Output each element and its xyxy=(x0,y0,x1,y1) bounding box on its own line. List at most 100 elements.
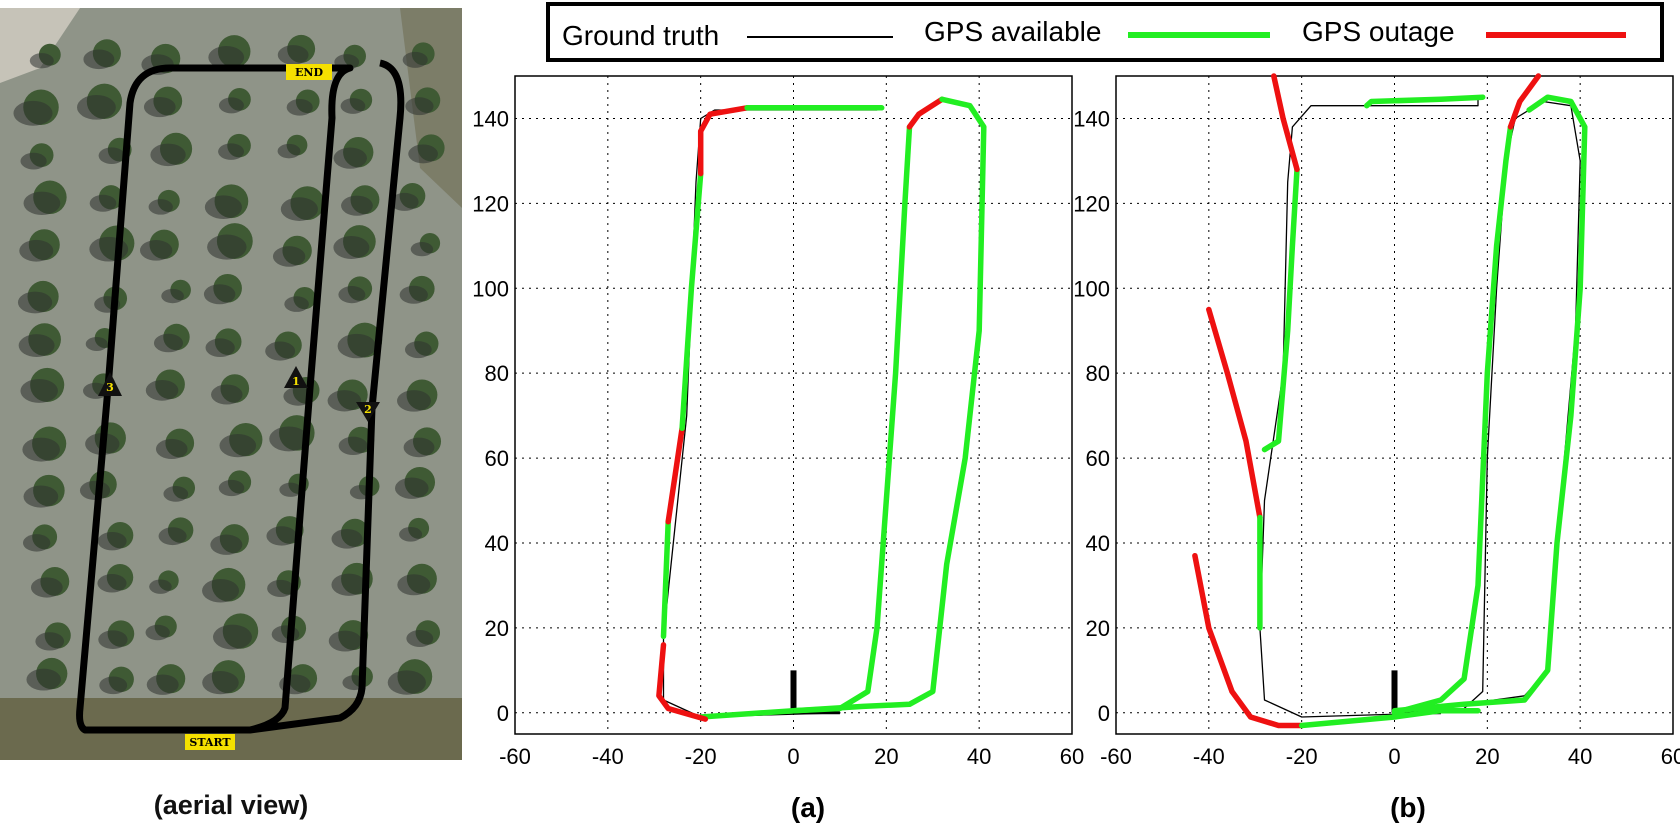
tree-shadow xyxy=(331,528,363,549)
series-gps-available xyxy=(790,96,987,714)
route-arrow-3-icon: 3 xyxy=(98,372,122,396)
tree-shadow xyxy=(266,526,297,546)
legend-swatch-gps-outage xyxy=(1486,32,1626,38)
tree-shadow xyxy=(212,624,252,650)
y-tick-label: 40 xyxy=(485,531,509,556)
tree-shadow xyxy=(163,486,189,502)
tree-shadow xyxy=(403,437,435,458)
tree-shadow xyxy=(30,577,63,598)
plot-area-frame xyxy=(514,75,1073,735)
tree-shadow xyxy=(277,143,301,159)
tree-shadow xyxy=(23,191,61,215)
chart-legend: Ground truth GPS available GPS outage xyxy=(546,2,1664,62)
x-tick-label: 0 xyxy=(1388,744,1400,769)
tree-shadow xyxy=(219,433,257,458)
series-gps-outage xyxy=(1507,73,1542,130)
tree-shadow xyxy=(19,239,54,262)
tree-shadow xyxy=(145,624,170,641)
tree-shadow xyxy=(20,152,47,170)
y-tick-label: 60 xyxy=(485,446,509,471)
y-tick-label: 20 xyxy=(1086,616,1110,641)
tree-shadow xyxy=(99,676,128,695)
series-gps-available xyxy=(660,518,671,640)
tree-shadow xyxy=(265,341,296,361)
chart-b: -60 -40 -20 0 20 40 60 0 20 40 60 80 100 120 140 xyxy=(1073,73,1680,769)
legend-label-gps-available: GPS available xyxy=(924,16,1102,47)
tree-shadow xyxy=(143,96,176,118)
series-gps-available xyxy=(790,124,913,714)
tree-shadow xyxy=(207,234,247,260)
x-tick-label: 40 xyxy=(967,744,991,769)
aerial-view-image: 1 2 3 END START xyxy=(0,8,462,760)
tree-shadow xyxy=(98,630,128,649)
tree-shadow xyxy=(284,296,309,312)
tree-shadow xyxy=(397,574,431,596)
tree-shadow xyxy=(205,338,235,358)
y-tick-label: 20 xyxy=(485,616,509,641)
tree-shadow xyxy=(337,333,376,359)
tree-shadow xyxy=(333,236,370,259)
x-tick-label: -40 xyxy=(592,744,624,769)
y-tick-label: 120 xyxy=(472,191,509,216)
y-tick-label: 40 xyxy=(1086,531,1110,556)
tree-shadow xyxy=(277,45,309,65)
svg-text:2: 2 xyxy=(364,403,372,416)
y-tick-label: 120 xyxy=(1073,191,1110,216)
tree-shadow xyxy=(146,674,179,695)
series-gps-available xyxy=(1261,166,1300,453)
tree-shadow xyxy=(280,197,318,221)
tree-shadow xyxy=(410,242,434,257)
chart-a-caption: (a) xyxy=(790,792,826,823)
tree-shadow xyxy=(22,534,51,552)
tree-shadow xyxy=(218,479,245,497)
tree-shadow xyxy=(26,668,61,691)
tree-shadow xyxy=(408,144,438,164)
tree-shadow xyxy=(153,333,184,353)
tree-shadow xyxy=(148,199,173,215)
series-gps-available xyxy=(1391,94,1588,714)
x-tick-label: -60 xyxy=(1100,744,1132,769)
tree-shadow xyxy=(286,99,313,116)
tree-shadow xyxy=(29,53,54,69)
legend-label-ground-truth: Ground truth xyxy=(562,20,720,51)
start-label: START xyxy=(189,736,231,749)
tree-shadow xyxy=(338,286,366,304)
tree-shadow xyxy=(341,195,373,216)
series-gps-available xyxy=(1391,124,1514,716)
tree-shadow xyxy=(272,246,306,267)
x-tick-label: -40 xyxy=(1193,744,1225,769)
tree-shadow xyxy=(406,629,434,648)
tree-shadow xyxy=(340,98,366,114)
series-gps-available xyxy=(1363,94,1486,109)
series-gps-outage xyxy=(697,105,750,177)
tree-shadow xyxy=(83,49,115,70)
tree-shadow xyxy=(23,485,59,508)
y-tick-label: 80 xyxy=(1086,361,1110,386)
end-label: END xyxy=(295,66,323,79)
tree-shadow xyxy=(394,477,429,499)
route-arrow-1-icon: 1 xyxy=(284,366,308,388)
tree-shadow xyxy=(22,437,60,462)
tree-shadow xyxy=(204,195,242,220)
x-tick-label: 40 xyxy=(1568,744,1592,769)
tree-shadow xyxy=(149,579,172,594)
legend-swatch-gps-available xyxy=(1128,32,1270,38)
tree-shadow xyxy=(218,97,244,114)
y-tick-label: 100 xyxy=(1073,276,1110,301)
x-tick-label: -20 xyxy=(1286,744,1318,769)
tree-shadow xyxy=(161,288,184,304)
tree-shadow xyxy=(208,46,245,69)
tree-shadow xyxy=(399,285,428,304)
route-arrow-2-icon: 2 xyxy=(356,402,380,422)
tree-shadow xyxy=(158,527,187,546)
x-tick-label: -20 xyxy=(685,744,717,769)
aerial-view-caption: (aerial view) xyxy=(153,790,309,820)
tree-shadow xyxy=(404,341,432,359)
tree-shadow xyxy=(211,384,243,405)
tree-shadow xyxy=(279,482,302,497)
tree-shadow xyxy=(390,192,419,211)
tree-shadow xyxy=(145,379,179,401)
tree-shadow xyxy=(35,632,65,651)
tree-shadow xyxy=(203,284,236,305)
